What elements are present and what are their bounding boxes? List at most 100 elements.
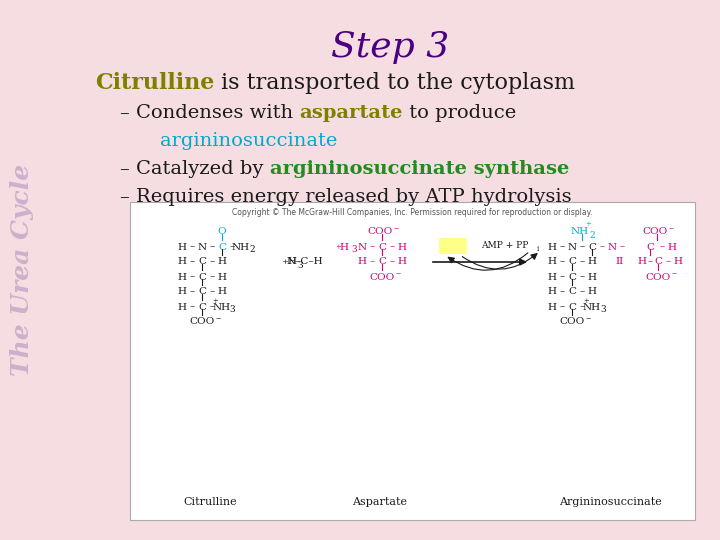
Text: H: H — [217, 258, 227, 267]
Text: N: N — [608, 242, 616, 252]
Text: Aspartate: Aspartate — [353, 497, 408, 507]
Text: –: – — [559, 258, 564, 267]
Text: –: – — [189, 258, 194, 267]
Text: 2: 2 — [589, 231, 595, 240]
Text: +: + — [282, 258, 289, 266]
Text: H: H — [397, 258, 407, 267]
Text: COO: COO — [369, 273, 395, 281]
Text: H: H — [547, 287, 557, 296]
Text: – Condenses with: – Condenses with — [120, 104, 300, 122]
Text: Citrulline: Citrulline — [183, 497, 237, 507]
Text: –: – — [215, 314, 220, 323]
Text: Citrulline: Citrulline — [95, 72, 215, 94]
Text: ATP: ATP — [443, 241, 463, 251]
Text: – Catalyzed by: – Catalyzed by — [120, 160, 269, 178]
Text: 2: 2 — [249, 246, 255, 254]
Text: –: – — [580, 302, 585, 312]
Text: Copyright © The McGraw-Hill Companies, Inc. Permission required for reproduction: Copyright © The McGraw-Hill Companies, I… — [233, 208, 593, 217]
Text: H: H — [637, 258, 647, 267]
Text: –: – — [559, 273, 564, 281]
Text: –: – — [395, 269, 400, 279]
Text: H: H — [667, 242, 677, 252]
Text: COO: COO — [189, 318, 215, 327]
Text: –: – — [369, 242, 374, 252]
Text: –: – — [559, 302, 564, 312]
Text: AMP + PP: AMP + PP — [481, 241, 528, 251]
Text: +: + — [583, 297, 589, 305]
Text: –: – — [671, 269, 677, 279]
Text: C: C — [568, 258, 576, 267]
Text: H: H — [397, 242, 407, 252]
Text: H: H — [547, 242, 557, 252]
Text: –: – — [580, 242, 585, 252]
Text: –: – — [580, 273, 585, 281]
Text: C: C — [568, 273, 576, 281]
Text: –: – — [585, 314, 590, 323]
Text: H: H — [217, 273, 227, 281]
Text: –: – — [189, 242, 194, 252]
Text: –: – — [390, 258, 395, 267]
Text: H: H — [588, 287, 596, 296]
Text: –: – — [210, 273, 215, 281]
Text: H: H — [673, 258, 683, 267]
Text: 3: 3 — [351, 246, 357, 254]
Text: – Requires energy released by ATP hydrolysis: – Requires energy released by ATP hydrol… — [120, 188, 572, 206]
Text: H: H — [178, 287, 186, 296]
Text: +: + — [335, 243, 341, 251]
Text: –: – — [665, 258, 670, 267]
Text: H: H — [178, 302, 186, 312]
Text: –: – — [619, 242, 625, 252]
Text: argininosuccinate: argininosuccinate — [160, 132, 338, 150]
Text: COO: COO — [559, 318, 585, 327]
Text: H: H — [340, 242, 348, 252]
Text: –: – — [369, 258, 374, 267]
Text: –: – — [189, 302, 194, 312]
Text: –: – — [210, 242, 215, 252]
Text: H: H — [287, 258, 297, 267]
Text: Argininosuccinate: Argininosuccinate — [559, 497, 662, 507]
Text: H: H — [178, 242, 186, 252]
Text: COO: COO — [367, 227, 392, 237]
Text: –: – — [559, 242, 564, 252]
Text: +: + — [212, 297, 218, 305]
Text: NH: NH — [583, 302, 601, 312]
Text: C: C — [378, 242, 386, 252]
Text: 3: 3 — [229, 306, 235, 314]
Text: H: H — [178, 273, 186, 281]
Text: 3: 3 — [600, 306, 606, 314]
Text: –: – — [559, 287, 564, 296]
Text: N: N — [197, 242, 207, 252]
Text: –: – — [189, 273, 194, 281]
Text: H: H — [588, 273, 596, 281]
Text: COO: COO — [645, 273, 670, 281]
Text: N: N — [357, 242, 366, 252]
Text: C: C — [588, 242, 596, 252]
Text: H: H — [358, 258, 366, 267]
Text: C: C — [654, 258, 662, 267]
Text: –: – — [599, 242, 605, 252]
Text: i: i — [537, 245, 539, 253]
Text: argininosuccinate synthase: argininosuccinate synthase — [269, 160, 569, 178]
Text: H: H — [547, 273, 557, 281]
Text: –: – — [393, 225, 399, 233]
Text: C: C — [646, 242, 654, 252]
Text: aspartate: aspartate — [300, 104, 402, 122]
Text: C: C — [218, 242, 226, 252]
Text: C: C — [198, 258, 206, 267]
Text: 3: 3 — [297, 260, 303, 269]
Text: –: – — [668, 225, 674, 233]
Text: II: II — [616, 258, 624, 267]
Text: O: O — [217, 227, 226, 237]
Text: H: H — [178, 258, 186, 267]
Text: NH: NH — [571, 227, 589, 237]
Text: –: – — [580, 287, 585, 296]
Text: +: + — [585, 220, 591, 228]
Text: H: H — [547, 302, 557, 312]
Text: C: C — [198, 287, 206, 296]
Text: H: H — [217, 287, 227, 296]
Text: COO: COO — [642, 227, 667, 237]
Text: The Urea Cycle: The Urea Cycle — [10, 164, 34, 376]
Text: –: – — [660, 242, 665, 252]
FancyBboxPatch shape — [130, 202, 695, 520]
Text: Step 3: Step 3 — [331, 30, 449, 64]
